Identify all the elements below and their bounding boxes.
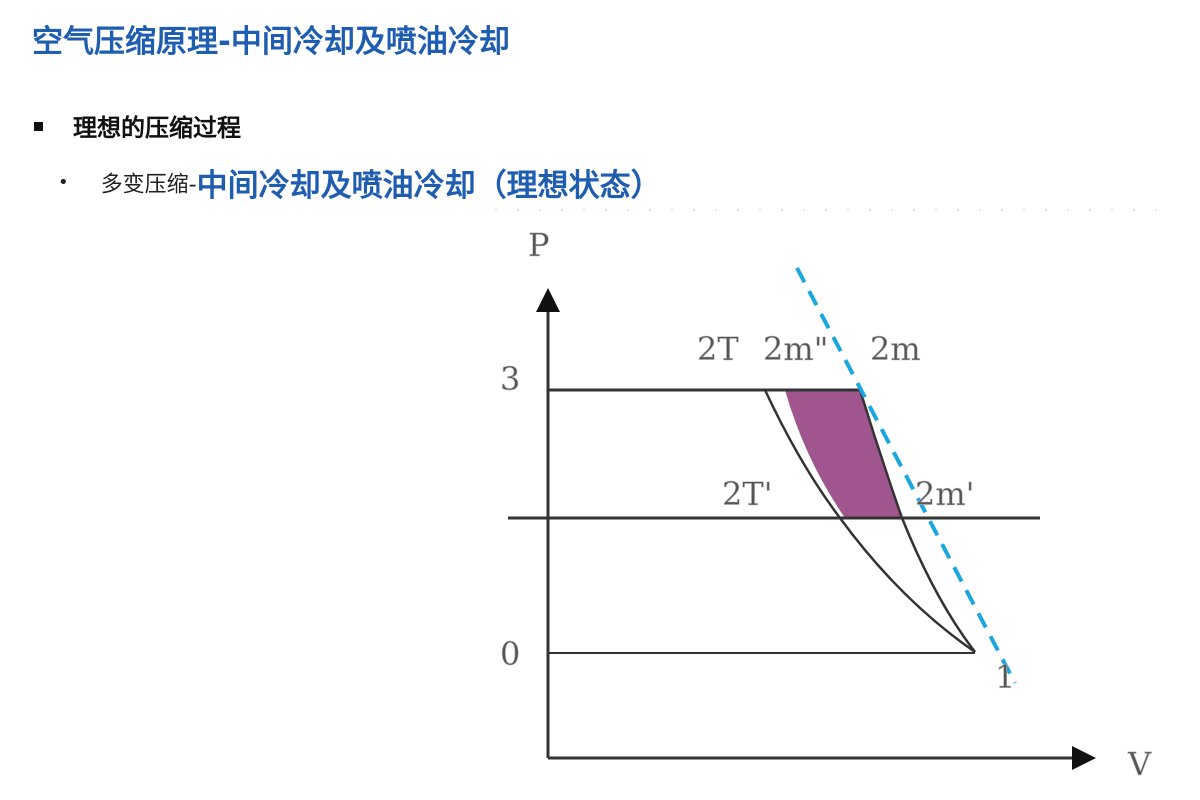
label-2T: 2T	[697, 330, 739, 368]
bullet-text: 理想的压缩过程	[73, 114, 241, 142]
bullet-level2: • 多变压缩-中间冷却及喷油冷却（理想状态）	[58, 160, 662, 205]
x-axis-arrow-icon	[1072, 746, 1096, 770]
bullet-prefix: 多变压缩-	[100, 172, 197, 198]
x-axis-label: V	[1127, 745, 1152, 783]
label-1: 1	[995, 658, 1015, 696]
y-axis-arrow-icon	[536, 288, 560, 312]
square-bullet-icon	[34, 121, 43, 131]
y-axis-label: P	[528, 226, 550, 264]
slide-title: 空气压缩原理-中间冷却及喷油冷却	[32, 24, 510, 60]
label-2m-prime: 2m'	[915, 475, 975, 513]
label-2m: 2m	[870, 330, 921, 368]
label-3: 3	[500, 360, 520, 398]
work-saved-region	[785, 390, 902, 518]
dot-bullet-icon: •	[58, 172, 69, 193]
label-0: 0	[500, 635, 520, 673]
dashed-polytropic-line	[795, 267, 1017, 684]
isothermal-curve	[763, 389, 976, 654]
bullet-emphasis: 中间冷却及喷油冷却（理想状态）	[196, 168, 662, 204]
label-2T-prime: 2T'	[722, 475, 773, 513]
bullet-level1: 理想的压缩过程	[34, 108, 241, 143]
polytropic-curve	[858, 389, 976, 653]
label-2m-double-prime: 2m"	[763, 330, 828, 368]
